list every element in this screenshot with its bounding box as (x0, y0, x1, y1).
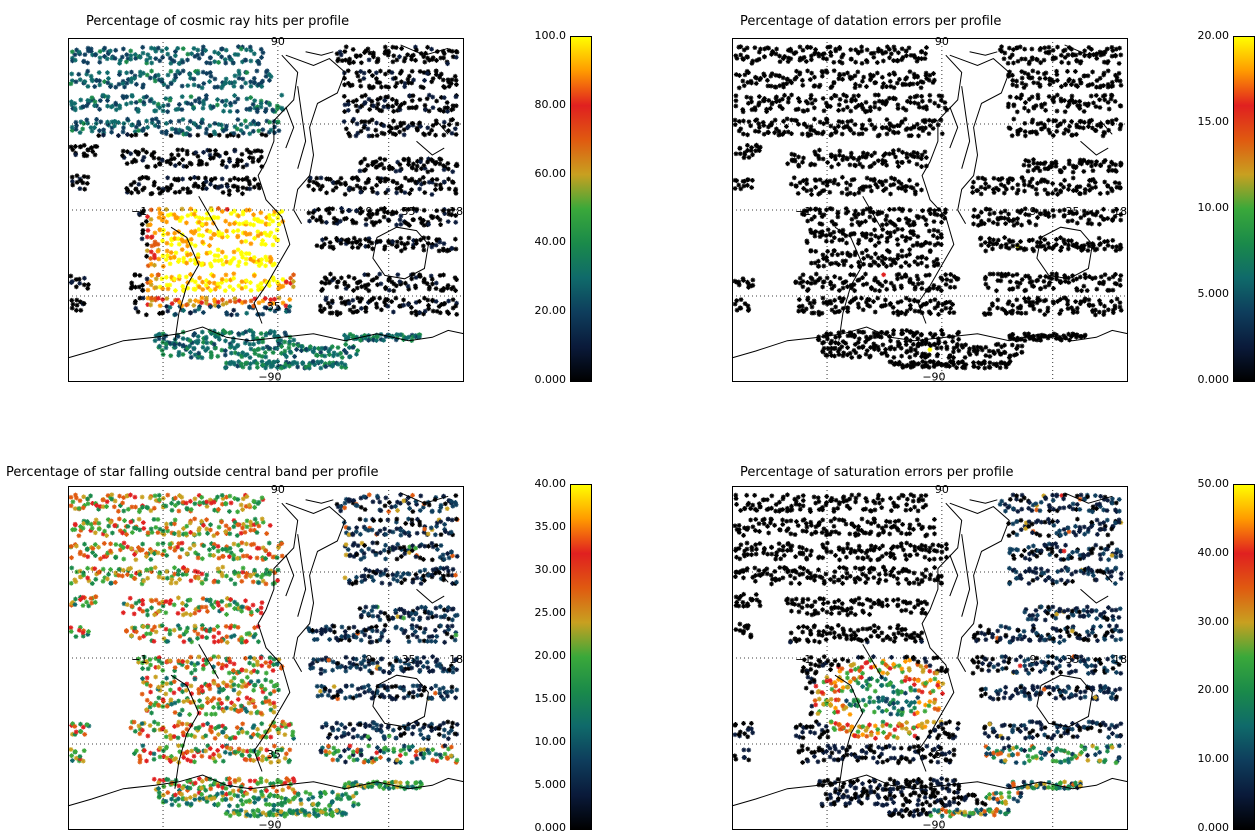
map-label-right-a: 9 (365, 653, 372, 666)
map-label-right-c: 18 (449, 653, 463, 666)
map-label-lower: 35 (267, 300, 281, 313)
colorbar-tick-label: 35.00 (534, 520, 567, 533)
colorbar-tick-label: 25.00 (534, 606, 567, 619)
map-label-lower: 6 (934, 748, 941, 761)
colorbar-tick-label: 20.00 (1197, 29, 1230, 42)
map-label-bottom: −90 (258, 818, 281, 831)
colorbar-tick-label: 5.000 (534, 778, 567, 791)
colorbar-tick-label: 15.00 (534, 692, 567, 705)
coastlines (67, 492, 465, 807)
colorbar-tick-label: 0.000 (1197, 373, 1230, 386)
coastlines (67, 44, 465, 359)
colorbar-tick-label: 20.00 (534, 304, 567, 318)
map-plot: 90 −90 −1 9 35 18 35 (67, 35, 465, 383)
map-label-lower: 35 (267, 748, 281, 761)
map-label-bottom: −90 (922, 818, 945, 831)
colorbar-tick-label: 10.00 (1197, 201, 1230, 214)
coastlines (731, 492, 1129, 807)
map-label-top: 90 (271, 35, 285, 48)
map-plot: 90 −90 −1 9 35 18 6 (731, 483, 1129, 831)
colorbar-gradient (1233, 36, 1255, 382)
map-label-right-c: 18 (1113, 653, 1127, 666)
map-plot: 90 −90 −1 9 35 18 (731, 35, 1129, 383)
coastlines (731, 44, 1129, 359)
colorbar-gradient (570, 484, 592, 830)
colorbar-tick-label: 10.00 (534, 735, 567, 748)
map-label-right-b: 35 (1066, 205, 1080, 218)
colorbar-tick-label: 30.00 (1197, 614, 1230, 628)
map-label-right-a: 9 (1029, 653, 1036, 666)
colorbar-tick-label: 80.00 (534, 97, 567, 111)
colorbar-tick-label: 20.00 (534, 649, 567, 662)
colorbar-gradient (570, 36, 592, 382)
colorbar-tick-label: 30.00 (534, 563, 567, 576)
colorbar-tick-label: 40.00 (534, 477, 567, 490)
map-label-left: −1 (131, 653, 147, 666)
map-label-right-c: 18 (449, 205, 463, 218)
map-label-bottom: −90 (922, 370, 945, 383)
map-label-right-b: 35 (402, 653, 416, 666)
colorbar-tick-label: 40.00 (1197, 545, 1230, 559)
colorbar-gradient (1233, 484, 1255, 830)
map-label-right-a: 9 (365, 205, 372, 218)
graticule (68, 38, 464, 382)
map-label-left: −1 (131, 205, 147, 218)
map-label-left: −1 (795, 653, 811, 666)
colorbar-tick-label: 50.00 (1197, 477, 1230, 490)
colorbar-tick-label: 10.00 (1197, 752, 1230, 766)
colorbar-tick-label: 5.000 (1197, 287, 1230, 300)
panel-title: Percentage of cosmic ray hits per profil… (86, 14, 350, 29)
map-plot: 90 −90 −1 9 35 18 35 (67, 483, 465, 831)
panel-title: Percentage of datation errors per profil… (740, 14, 1002, 29)
panel-title: Percentage of saturation errors per prof… (740, 465, 1014, 480)
colorbar-tick-label: 60.00 (534, 166, 567, 180)
colorbar (1233, 484, 1255, 830)
colorbar-tick-label: 100.0 (534, 29, 567, 42)
swath-markers (732, 44, 1124, 371)
colorbar-tick-label: 0.000 (534, 373, 567, 386)
colorbar-tick-label: 40.00 (534, 235, 567, 249)
swath-markers (68, 44, 460, 371)
colorbar-tick-label: 15.00 (1197, 115, 1230, 128)
graticule (732, 486, 1128, 830)
map-frame (732, 38, 1128, 382)
colorbar (570, 484, 592, 830)
map-label-right-b: 35 (402, 205, 416, 218)
map-label-top: 90 (935, 35, 949, 48)
colorbar (1233, 36, 1255, 382)
graticule (732, 38, 1128, 382)
map-label-right-c: 18 (1113, 205, 1127, 218)
map-label-top: 90 (271, 483, 285, 496)
map-label-left: −1 (795, 205, 811, 218)
map-label-bottom: −90 (258, 370, 281, 383)
colorbar (570, 36, 592, 382)
map-frame (68, 38, 464, 382)
map-label-right-b: 35 (1066, 653, 1080, 666)
map-label-right-a: 9 (1029, 205, 1036, 218)
map-label-top: 90 (935, 483, 949, 496)
graticule (68, 486, 464, 830)
colorbar-tick-label: 20.00 (1197, 683, 1230, 697)
panel-title: Percentage of star falling outside centr… (6, 465, 379, 480)
swath-markers (68, 492, 460, 819)
